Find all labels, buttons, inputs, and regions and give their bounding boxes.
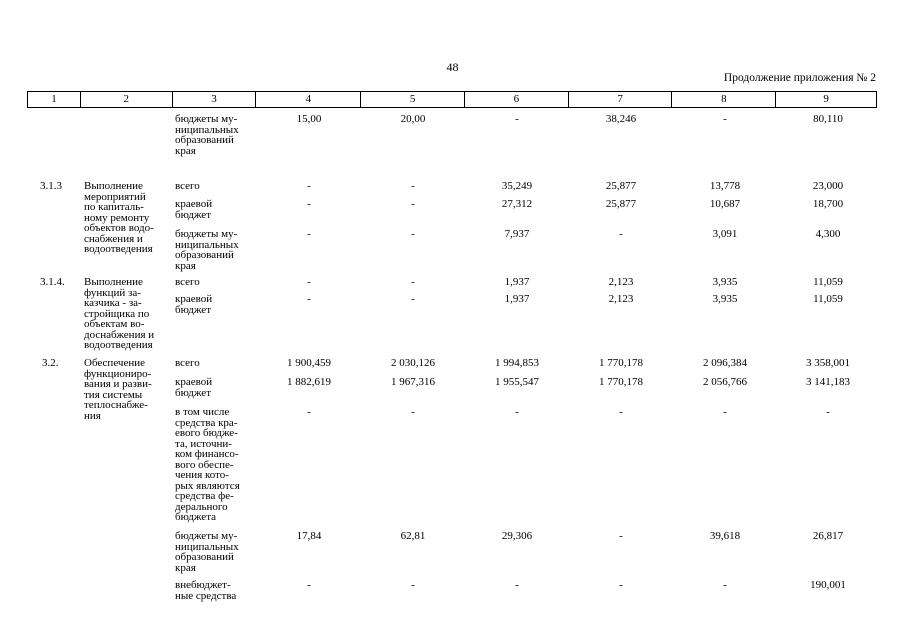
- row-value-col-6: 1,937: [504, 276, 530, 288]
- row-category: бюджеты му-ниципальных образований края: [175, 228, 239, 272]
- row-value-col-9: 190,001: [810, 579, 846, 591]
- row-value-col-9: 4,300: [815, 228, 841, 240]
- row-value-col-7: 38,246: [605, 113, 637, 125]
- row-value-col-5: 1 967,316: [391, 376, 435, 388]
- row-value-col-4: -: [307, 180, 311, 192]
- row-value-col-5: -: [411, 293, 415, 305]
- row-value-col-5: -: [411, 228, 415, 240]
- row-category: краевой бюджет: [175, 293, 213, 316]
- row-code: 3.1.4.: [40, 276, 65, 288]
- row-category: краевой бюджет: [175, 376, 213, 399]
- row-value-col-6: 7,937: [504, 228, 530, 240]
- row-category: в том числе средства кра-евого бюдже-та, …: [175, 406, 240, 523]
- row-value-col-5: 2 030,126: [391, 357, 435, 369]
- row-category: внебюджет-ные средства: [175, 579, 237, 602]
- row-value-col-7: -: [619, 530, 623, 542]
- row-value-col-7: 25,877: [605, 180, 637, 192]
- row-value-col-6: -: [515, 113, 519, 125]
- row-value-col-9: 23,000: [812, 180, 844, 192]
- row-value-col-7: 25,877: [605, 198, 637, 210]
- header-col-2: 2: [81, 92, 173, 107]
- row-value-col-9: -: [826, 406, 830, 418]
- row-code: 3.2.: [42, 357, 59, 369]
- row-value-col-8: 13,778: [709, 180, 741, 192]
- header-col-5: 5: [361, 92, 465, 107]
- row-category: всего: [175, 357, 200, 369]
- row-category: всего: [175, 180, 200, 192]
- row-value-col-6: 1 955,547: [495, 376, 539, 388]
- row-value-col-6: 29,306: [501, 530, 533, 542]
- row-value-col-8: 3,935: [712, 276, 738, 288]
- row-value-col-6: 1 994,853: [495, 357, 539, 369]
- row-value-col-5: -: [411, 579, 415, 591]
- continuation-label: Продолжение приложения № 2: [723, 72, 876, 84]
- row-value-col-8: 3,935: [712, 293, 738, 305]
- row-value-col-5: 20,00: [400, 113, 426, 125]
- row-value-col-5: -: [411, 406, 415, 418]
- row-value-col-6: -: [515, 579, 519, 591]
- row-value-col-6: 1,937: [504, 293, 530, 305]
- row-value-col-7: 1 770,178: [599, 376, 643, 388]
- row-value-col-8: -: [723, 579, 727, 591]
- header-col-7: 7: [569, 92, 673, 107]
- row-value-col-6: 35,249: [501, 180, 533, 192]
- row-value-col-8: 2 096,384: [703, 357, 747, 369]
- row-value-col-9: 11,059: [813, 276, 843, 288]
- row-value-col-5: -: [411, 276, 415, 288]
- header-col-9: 9: [823, 93, 829, 105]
- row-value-col-8: -: [723, 113, 727, 125]
- row-value-col-9: 3 141,183: [806, 376, 850, 388]
- row-value-col-8: 2 056,766: [703, 376, 747, 388]
- row-value-col-6: 27,312: [501, 198, 533, 210]
- row-value-col-4: -: [307, 276, 311, 288]
- row-value-col-9: 18,700: [812, 198, 844, 210]
- row-value-col-8: 3,091: [712, 228, 738, 240]
- row-value-col-4: -: [307, 406, 311, 418]
- row-value-col-9: 80,110: [813, 113, 843, 125]
- row-value-col-4: 1 882,619: [287, 376, 331, 388]
- header-col-8: 8: [672, 92, 777, 107]
- row-value-col-7: -: [619, 228, 623, 240]
- row-category: бюджеты му-ниципальных образований края: [175, 530, 239, 574]
- row-value-col-7: -: [619, 406, 623, 418]
- row-category: всего: [175, 276, 200, 288]
- header-col-1: 1: [28, 92, 81, 107]
- row-value-col-9: 11,059: [813, 293, 843, 305]
- row-name: Выполнение мероприятий по капиталь-ному ре…: [84, 180, 154, 255]
- row-value-col-7: 1 770,178: [599, 357, 643, 369]
- row-value-col-9: 26,817: [812, 530, 844, 542]
- row-value-col-5: 62,81: [400, 530, 426, 542]
- row-category: бюджеты му-ниципальных образований края: [175, 113, 239, 157]
- page-number: 48: [446, 60, 459, 74]
- row-value-col-7: -: [619, 579, 623, 591]
- header-col-4: 4: [256, 92, 362, 107]
- row-value-col-4: -: [307, 198, 311, 210]
- row-code: 3.1.3: [40, 180, 62, 192]
- row-value-col-4: 17,84: [296, 530, 322, 542]
- row-category: краевой бюджет: [175, 198, 213, 221]
- row-value-col-7: 2,123: [608, 293, 634, 305]
- row-value-col-8: 39,618: [709, 530, 741, 542]
- row-value-col-4: 15,00: [296, 113, 322, 125]
- row-value-col-4: 1 900,459: [287, 357, 331, 369]
- row-value-col-5: -: [411, 198, 415, 210]
- row-value-col-6: -: [515, 406, 519, 418]
- row-name: Выполнение функций за-казчика - за-стройщ…: [84, 276, 155, 351]
- row-value-col-4: -: [307, 293, 311, 305]
- header-col-6: 6: [465, 92, 569, 107]
- row-value-col-4: -: [307, 228, 311, 240]
- table-header-row: 1 2 3 4 5 6 7 8 9: [27, 91, 877, 108]
- row-value-col-9: 3 358,001: [806, 357, 850, 369]
- row-value-col-7: 2,123: [608, 276, 634, 288]
- row-name: Обеспечение функциониро-вания и разви-тия…: [84, 357, 152, 422]
- row-value-col-8: -: [723, 406, 727, 418]
- row-value-col-8: 10,687: [709, 198, 741, 210]
- row-value-col-4: -: [307, 579, 311, 591]
- header-col-3: 3: [173, 92, 257, 107]
- row-value-col-5: -: [411, 180, 415, 192]
